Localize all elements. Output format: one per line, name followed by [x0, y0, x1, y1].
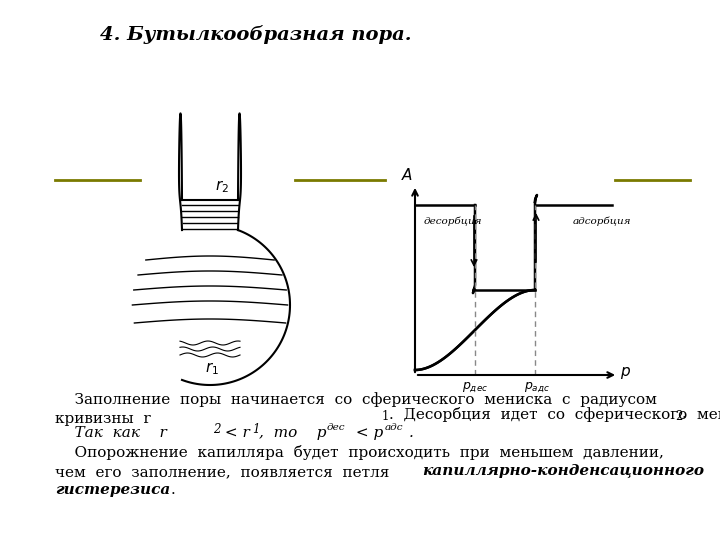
Text: 1: 1: [382, 410, 390, 423]
Text: Опорожнение  капилляра  будет  происходить  при  меньшем  давлении,
чем  его  за: Опорожнение капилляра будет происходить …: [55, 445, 664, 480]
Text: капиллярно-конденсационного: капиллярно-конденсационного: [422, 464, 704, 478]
Text: гистерезиса: гистерезиса: [55, 483, 170, 497]
Text: $r_1$: $r_1$: [205, 360, 219, 377]
Text: < p: < p: [351, 426, 383, 440]
Text: дес: дес: [327, 423, 346, 432]
Text: $p$: $p$: [620, 365, 631, 381]
Text: Заполнение  поры  начинается  со  сферического  мениска  с  радиусом
кривизны  r: Заполнение поры начинается со сферическо…: [55, 392, 657, 427]
Text: .  Десорбция  идет  со  сферического  мениска  радиуса  r: . Десорбция идет со сферического мениска…: [389, 407, 720, 422]
Text: $p_{\mathit{дес}}$: $p_{\mathit{дес}}$: [462, 380, 488, 394]
Text: 2: 2: [213, 423, 220, 436]
Text: 1: 1: [252, 423, 259, 436]
Text: 4. Бутылкообразная пора.: 4. Бутылкообразная пора.: [100, 25, 412, 44]
Text: десорбция: десорбция: [424, 217, 482, 226]
Text: $p_{\mathit{адс}}$: $p_{\mathit{адс}}$: [524, 380, 550, 394]
Text: Так  как    r: Так как r: [55, 426, 167, 440]
Text: < r: < r: [220, 426, 250, 440]
Text: $r_2$: $r_2$: [215, 178, 229, 195]
Text: .: .: [682, 407, 687, 421]
Text: .: .: [171, 483, 176, 497]
Text: ,  то    p: , то p: [259, 426, 326, 440]
Text: адсорбция: адсорбция: [573, 217, 631, 226]
Text: $A$: $A$: [401, 167, 413, 183]
Text: адс: адс: [385, 423, 403, 432]
Text: 2: 2: [675, 410, 683, 423]
Text: .: .: [409, 426, 414, 440]
